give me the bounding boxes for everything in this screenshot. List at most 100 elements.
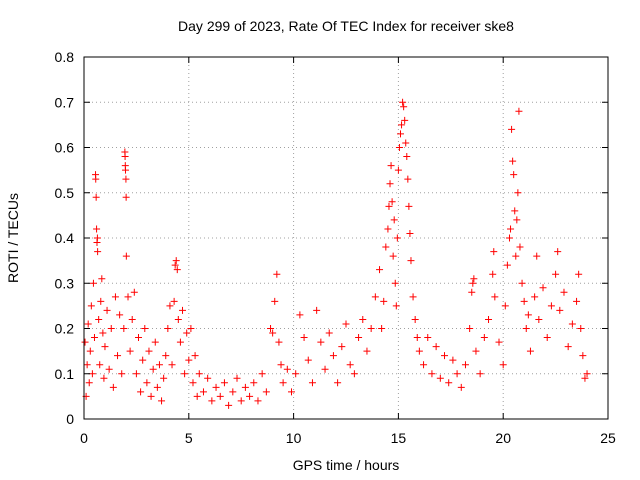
data-point	[390, 216, 398, 224]
data-point	[511, 207, 519, 215]
data-point	[510, 171, 518, 179]
data-point	[503, 261, 511, 269]
data-point	[583, 370, 591, 378]
data-point	[93, 234, 101, 242]
data-point	[406, 229, 414, 237]
data-point	[543, 334, 551, 342]
data-point	[90, 334, 98, 342]
x-tick-label: 0	[80, 430, 88, 446]
data-point	[505, 234, 513, 242]
data-point	[398, 121, 406, 129]
data-point	[499, 361, 507, 369]
data-point	[204, 374, 212, 382]
data-point	[403, 153, 411, 161]
data-point	[134, 334, 142, 342]
data-point	[101, 343, 109, 351]
data-point	[393, 234, 401, 242]
data-point	[384, 225, 392, 233]
data-point	[151, 338, 159, 346]
data-point	[507, 225, 515, 233]
data-point	[535, 315, 543, 323]
data-point	[386, 180, 394, 188]
data-point	[581, 374, 589, 382]
data-point	[411, 315, 419, 323]
chart-title: Day 299 of 2023, Rate Of TEC Index for r…	[178, 18, 514, 34]
data-point	[216, 392, 224, 400]
data-point	[141, 325, 149, 332]
data-point	[453, 370, 461, 378]
data-point	[241, 383, 249, 391]
data-point	[153, 383, 161, 391]
data-point	[100, 374, 108, 382]
y-tick-label: 0.6	[55, 140, 75, 156]
data-point	[466, 325, 474, 332]
y-tick-label: 0.5	[55, 185, 75, 201]
data-point	[83, 361, 91, 369]
data-point	[132, 370, 140, 378]
data-point	[388, 198, 396, 206]
data-point	[97, 297, 105, 305]
data-point	[254, 397, 262, 405]
data-point	[121, 153, 129, 161]
data-point	[122, 193, 130, 201]
data-point	[288, 388, 296, 396]
data-point	[258, 370, 266, 378]
x-tick-label: 25	[600, 430, 616, 446]
data-point	[195, 370, 203, 378]
data-point	[445, 379, 453, 387]
data-point	[342, 320, 350, 328]
data-point	[428, 370, 436, 378]
data-point	[120, 325, 128, 332]
data-point	[126, 347, 134, 355]
data-point	[469, 279, 477, 287]
data-point	[334, 379, 342, 387]
data-point	[531, 293, 539, 301]
data-point	[392, 302, 400, 310]
data-point	[118, 370, 126, 378]
data-point	[139, 356, 147, 364]
data-point	[193, 392, 201, 400]
data-point	[191, 352, 199, 360]
data-point	[449, 356, 457, 364]
x-tick-label: 15	[391, 430, 407, 446]
data-point	[415, 347, 423, 355]
data-point	[476, 370, 484, 378]
data-point	[313, 306, 321, 314]
data-point	[189, 379, 197, 387]
data-point	[300, 334, 308, 342]
data-point	[501, 302, 509, 310]
data-point	[99, 329, 107, 337]
data-point	[89, 279, 97, 287]
data-point	[308, 379, 316, 387]
data-point	[168, 361, 176, 369]
data-point	[155, 361, 163, 369]
data-point	[391, 279, 399, 287]
data-point	[122, 175, 130, 183]
data-point	[321, 365, 329, 373]
data-point	[338, 343, 346, 351]
data-point	[130, 288, 138, 296]
data-point	[103, 306, 111, 314]
data-point	[143, 379, 151, 387]
data-point	[508, 125, 516, 133]
data-point	[378, 325, 386, 332]
data-point	[509, 157, 517, 165]
data-point	[579, 352, 587, 360]
y-tick-label: 0	[66, 411, 74, 427]
data-point	[273, 270, 281, 278]
data-point	[367, 325, 375, 332]
data-point	[92, 193, 100, 201]
data-point	[262, 388, 270, 396]
data-point	[394, 166, 402, 174]
data-point	[413, 334, 421, 342]
data-point	[86, 347, 94, 355]
data-point	[405, 202, 413, 210]
data-point	[407, 257, 415, 265]
data-point	[526, 347, 534, 355]
data-point	[560, 288, 568, 296]
data-point	[485, 315, 493, 323]
data-point	[92, 175, 100, 183]
data-point	[325, 329, 333, 337]
data-point	[396, 130, 404, 138]
